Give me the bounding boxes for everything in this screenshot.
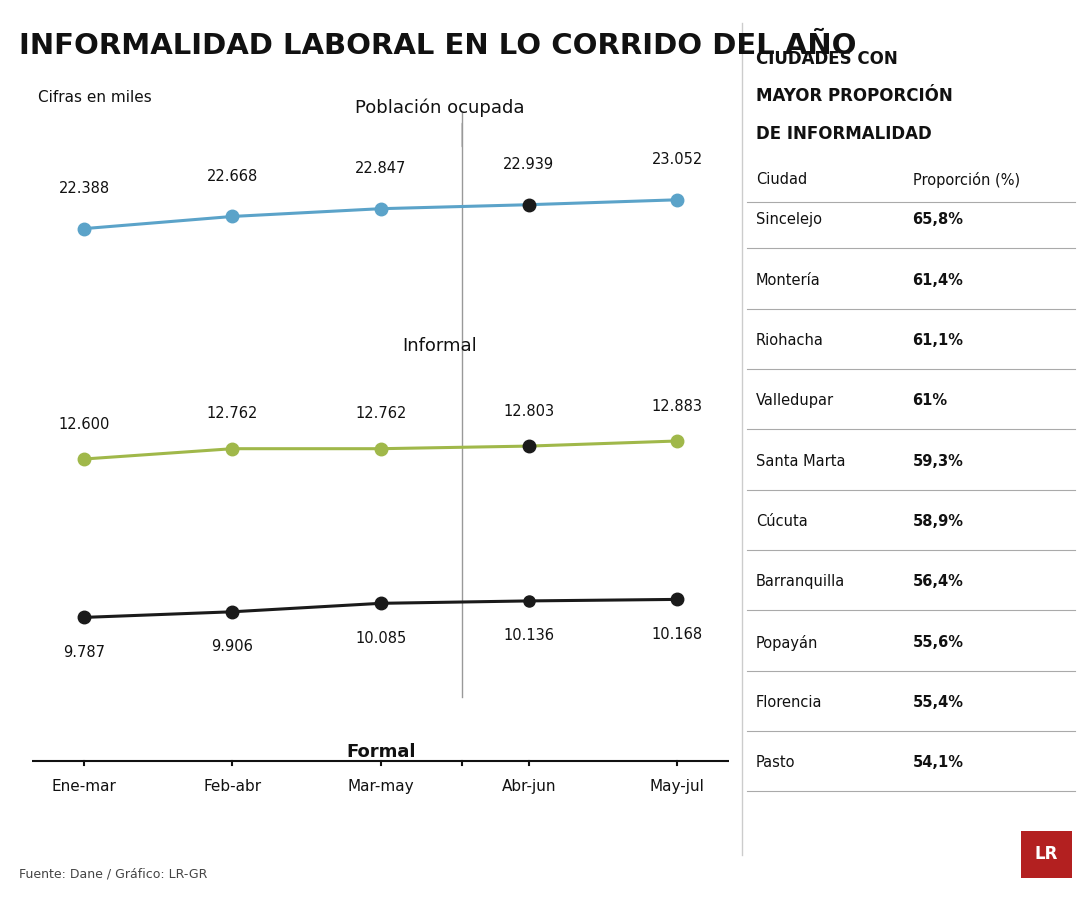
Text: 61,4%: 61,4% xyxy=(913,273,963,288)
Text: Riohacha: Riohacha xyxy=(756,333,824,348)
Text: 54,1%: 54,1% xyxy=(913,755,963,770)
Text: Proporción (%): Proporción (%) xyxy=(913,172,1020,188)
Text: Población ocupada: Población ocupada xyxy=(355,98,525,117)
Text: 12.883: 12.883 xyxy=(651,399,703,414)
Text: 65,8%: 65,8% xyxy=(913,212,963,228)
Text: Ene-mar: Ene-mar xyxy=(52,779,117,795)
Text: 10.168: 10.168 xyxy=(651,626,703,642)
Text: CIUDADES CON: CIUDADES CON xyxy=(756,50,897,68)
Text: Valledupar: Valledupar xyxy=(756,393,834,409)
Text: Barranquilla: Barranquilla xyxy=(756,574,846,590)
Text: MAYOR PROPORCIÓN: MAYOR PROPORCIÓN xyxy=(756,87,953,105)
Text: 55,4%: 55,4% xyxy=(913,695,963,710)
Text: Santa Marta: Santa Marta xyxy=(756,454,846,469)
Text: 59,3%: 59,3% xyxy=(913,454,963,469)
Text: 58,9%: 58,9% xyxy=(913,514,963,529)
Text: Popayán: Popayán xyxy=(756,634,819,651)
Text: 22.939: 22.939 xyxy=(503,158,554,172)
Text: Fuente: Dane / Gráfico: LR-GR: Fuente: Dane / Gráfico: LR-GR xyxy=(19,868,207,880)
Text: 61,1%: 61,1% xyxy=(913,333,963,348)
Text: Cifras en miles: Cifras en miles xyxy=(38,90,151,105)
Text: Formal: Formal xyxy=(346,743,416,761)
Text: 9.787: 9.787 xyxy=(64,644,105,660)
Text: Mar-may: Mar-may xyxy=(348,779,414,795)
Text: DE INFORMALIDAD: DE INFORMALIDAD xyxy=(756,125,932,143)
Text: 22.668: 22.668 xyxy=(207,169,258,184)
Text: 10.136: 10.136 xyxy=(503,628,554,644)
Text: Cúcuta: Cúcuta xyxy=(756,514,808,529)
Text: Montería: Montería xyxy=(756,273,821,288)
Text: 23.052: 23.052 xyxy=(651,152,703,167)
Text: 12.762: 12.762 xyxy=(206,406,258,421)
Text: Informal: Informal xyxy=(403,337,477,355)
Text: 55,6%: 55,6% xyxy=(913,634,963,650)
Text: 12.803: 12.803 xyxy=(503,404,554,419)
Text: Feb-abr: Feb-abr xyxy=(203,779,261,795)
Text: 9.906: 9.906 xyxy=(212,639,254,654)
Text: 12.600: 12.600 xyxy=(58,417,110,432)
Text: 56,4%: 56,4% xyxy=(913,574,963,590)
Text: 12.762: 12.762 xyxy=(355,406,406,421)
Text: 22.388: 22.388 xyxy=(58,181,110,196)
Text: Ciudad: Ciudad xyxy=(756,172,807,187)
Text: Sincelejo: Sincelejo xyxy=(756,212,822,228)
Text: May-jul: May-jul xyxy=(650,779,704,795)
Text: Florencia: Florencia xyxy=(756,695,823,710)
Text: LR: LR xyxy=(1035,845,1058,863)
Text: 10.085: 10.085 xyxy=(355,631,406,645)
Text: INFORMALIDAD LABORAL EN LO CORRIDO DEL AÑO: INFORMALIDAD LABORAL EN LO CORRIDO DEL A… xyxy=(19,32,856,59)
Text: 61%: 61% xyxy=(913,393,948,409)
Text: 22.847: 22.847 xyxy=(355,161,406,176)
Text: Pasto: Pasto xyxy=(756,755,796,770)
Text: Abr-jun: Abr-jun xyxy=(502,779,556,795)
